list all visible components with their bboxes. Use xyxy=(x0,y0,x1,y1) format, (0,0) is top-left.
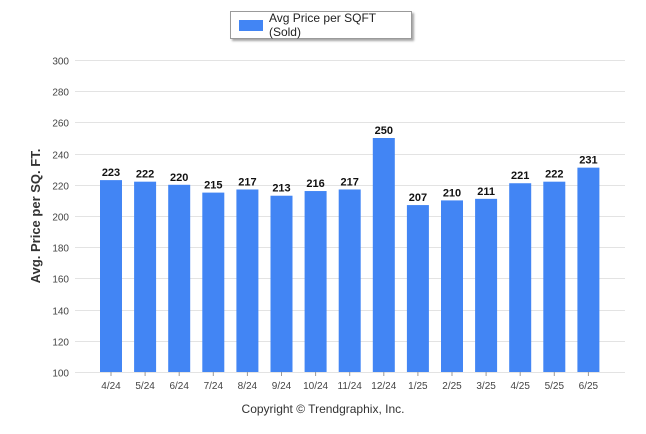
data-label: 220 xyxy=(170,172,188,184)
bar xyxy=(270,195,293,372)
y-tick-label: 300 xyxy=(52,57,69,68)
bar xyxy=(168,184,191,372)
x-tick-label: 7/24 xyxy=(204,381,224,392)
bar xyxy=(441,200,463,372)
data-label: 217 xyxy=(341,176,359,188)
x-tick-label: 6/24 xyxy=(169,381,189,392)
bar xyxy=(202,192,225,372)
y-axis-label: Avg. Price per SQ. FT. xyxy=(28,149,43,284)
data-label: 215 xyxy=(204,180,222,192)
y-axis-ticks: 100 120 140 160 180 200 220 240 260 280 300 xyxy=(52,57,69,380)
x-tick-label: 12/24 xyxy=(371,381,396,392)
x-tick-label: 2/25 xyxy=(442,381,462,392)
x-tick-label: 11/24 xyxy=(338,381,363,392)
data-label: 213 xyxy=(272,183,290,195)
data-label: 211 xyxy=(477,186,495,198)
x-tick-label: 5/24 xyxy=(135,381,155,392)
chart-legend: Avg Price per SQFT (Sold) xyxy=(230,11,412,39)
x-tick-label: 6/25 xyxy=(579,381,599,392)
bar xyxy=(475,198,498,372)
bar xyxy=(236,189,259,372)
x-tick-label: 5/25 xyxy=(545,381,565,392)
x-tick-label: 1/25 xyxy=(408,381,428,392)
data-label: 250 xyxy=(375,125,393,137)
y-tick-label: 220 xyxy=(52,182,69,193)
bar xyxy=(100,180,122,372)
x-tick-label: 4/24 xyxy=(101,381,121,392)
data-label: 222 xyxy=(545,169,563,181)
bar xyxy=(134,181,157,372)
x-tick-label: 10/24 xyxy=(303,381,328,392)
legend-swatch xyxy=(239,19,263,31)
x-tick-label: 3/25 xyxy=(476,381,496,392)
x-tick-label: 9/24 xyxy=(272,381,292,392)
data-label: 216 xyxy=(306,178,324,190)
y-tick-label: 180 xyxy=(52,244,69,255)
bars xyxy=(100,138,600,372)
data-label: 223 xyxy=(102,167,120,179)
data-label: 207 xyxy=(409,192,427,204)
data-label: 217 xyxy=(238,176,256,188)
data-labels: 223 222 220 215 217 213 216 217 250 207 210 211 221 2… xyxy=(102,125,598,204)
bar xyxy=(304,191,327,372)
bar xyxy=(577,167,600,372)
x-tick-label: 8/24 xyxy=(238,381,258,392)
y-tick-label: 200 xyxy=(52,213,69,224)
copyright-footer: Copyright © Trendgraphix, Inc. xyxy=(241,402,405,416)
data-label: 210 xyxy=(443,187,461,199)
data-label: 231 xyxy=(579,155,597,167)
x-tick-label: 4/25 xyxy=(510,381,530,392)
x-axis-ticks: 4/24 5/24 6/24 7/24 8/24 9/24 10/24 11/24 12/24 1… xyxy=(101,372,599,392)
bar xyxy=(509,183,532,372)
y-tick-label: 260 xyxy=(52,119,69,130)
bar xyxy=(406,205,429,372)
bar xyxy=(372,138,395,372)
data-label: 222 xyxy=(136,169,154,181)
y-tick-label: 160 xyxy=(52,275,69,286)
bar xyxy=(543,181,566,372)
data-label: 221 xyxy=(511,170,529,182)
bar xyxy=(338,189,361,372)
y-tick-label: 140 xyxy=(52,307,69,318)
legend-label: Avg Price per SQFT (Sold) xyxy=(268,11,376,39)
y-tick-label: 280 xyxy=(52,88,69,99)
y-tick-label: 240 xyxy=(52,151,69,162)
y-tick-label: 100 xyxy=(52,369,69,380)
y-tick-label: 120 xyxy=(52,338,69,349)
